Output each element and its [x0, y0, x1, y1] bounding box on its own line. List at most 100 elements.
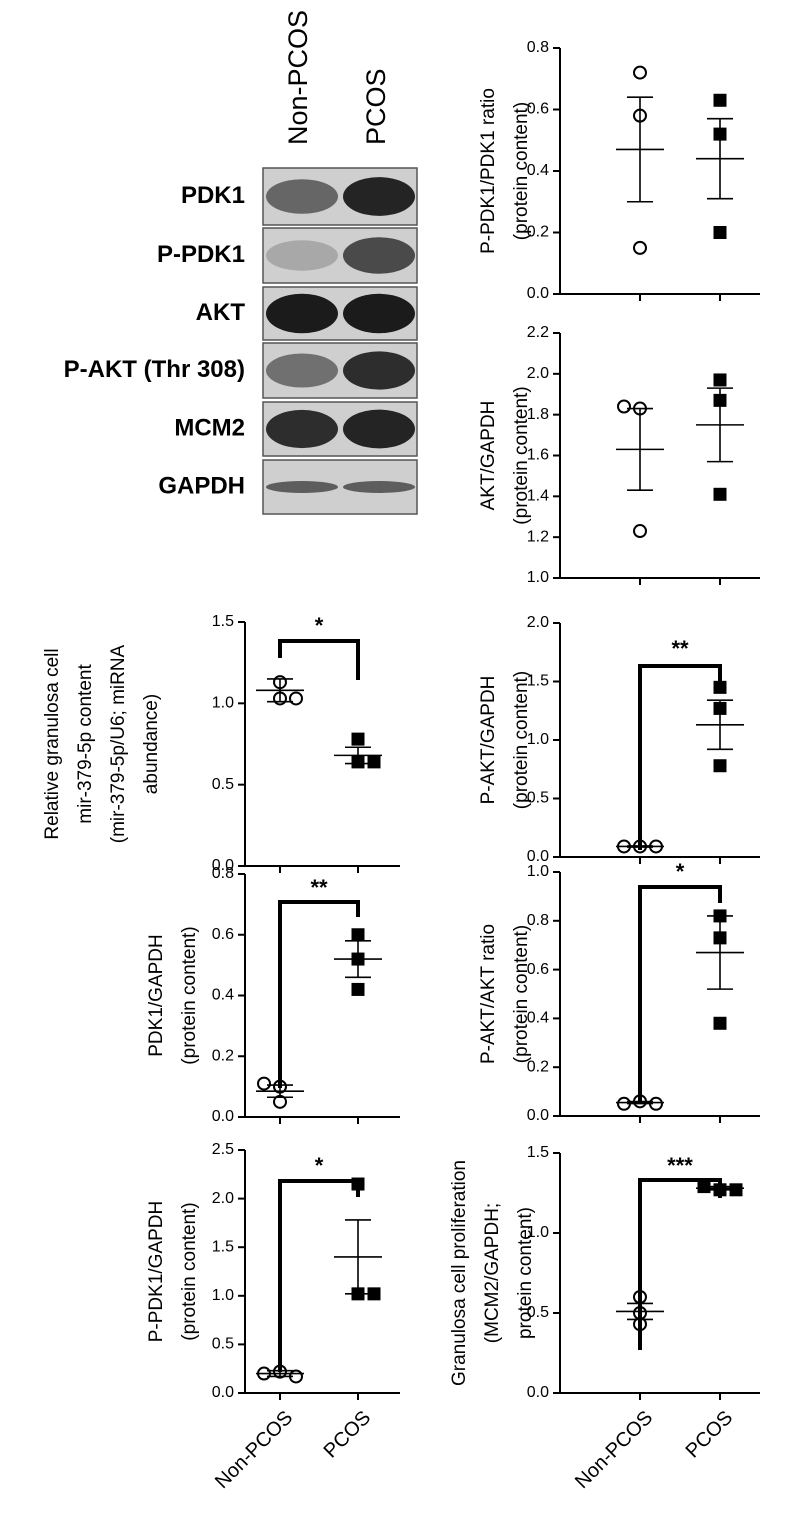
dot-plot: 0.0 0.5 1.0 1.5 2.0 P-AKT/GAPDH (protein conte…	[478, 614, 760, 865]
y-tick-label: 1.6	[527, 447, 549, 464]
y-axis-label: P-PDK1/PDK1 ratio	[478, 88, 499, 254]
y-axis-label: (protein content)	[511, 671, 532, 809]
data-point	[351, 928, 365, 942]
blot-band	[343, 293, 415, 334]
data-point	[713, 1016, 727, 1030]
y-tick-label: 0.4	[527, 1010, 549, 1027]
band-label: PDK1	[181, 182, 245, 209]
y-tick-label: 1.8	[527, 406, 549, 423]
y-axis-label: (protein content)	[511, 102, 532, 240]
y-axis-label: abundance)	[141, 694, 162, 794]
band-label: AKT	[196, 299, 246, 326]
error-bar	[345, 746, 371, 765]
y-axis-label: P-AKT/AKT ratio	[478, 924, 499, 1064]
data-point	[713, 226, 727, 239]
y-tick-label: 1.0	[527, 863, 549, 880]
y-axis-label: AKT/GAPDH	[478, 401, 499, 511]
significance-label: **	[671, 636, 689, 661]
dot-plot: 0.0 0.2 0.4 0.6 0.8 PDK1/GAPDH (protein conten…	[146, 865, 400, 1125]
y-tick-label: 0.0	[527, 1384, 549, 1401]
dot-plot: 0.0 0.2 0.4 0.6 0.8 1.0 P-AKT/AKT ratio (protei…	[478, 859, 760, 1124]
error-bar	[707, 387, 733, 463]
data-point	[633, 240, 647, 255]
y-axis-label: P-PDK1/GAPDH	[146, 1201, 167, 1342]
data-point	[617, 399, 631, 414]
y-tick-label: 0.6	[212, 926, 234, 943]
y-axis-label: Relative granulosa cell	[42, 648, 63, 839]
y-tick-label: 1.0	[212, 1287, 234, 1304]
significance-label: *	[315, 1153, 324, 1178]
data-point	[367, 755, 381, 769]
y-axis-label: (protein content)	[511, 386, 532, 524]
error-bar	[707, 699, 733, 751]
y-axis-label: (mir-379-5p/U6; miRNA	[108, 644, 129, 843]
data-point	[257, 1076, 271, 1091]
significance-label: ***	[667, 1153, 693, 1178]
y-tick-label: 2.2	[527, 324, 549, 341]
y-tick-label: 0.2	[527, 1058, 549, 1075]
western-blot: PDK1 P-PDK1 AKT P-AKT (Thr 308) MCM2 GAPDH Non…	[64, 10, 418, 516]
y-tick-label: 1.0	[527, 569, 549, 586]
y-tick-label: 0.4	[212, 987, 234, 1004]
y-tick-label: 0.0	[212, 1108, 234, 1125]
data-point	[713, 373, 727, 387]
blot-band	[266, 481, 338, 493]
y-tick-label: 2.0	[212, 1190, 234, 1207]
lane-label: PCOS	[361, 68, 391, 145]
y-tick-label: 1.5	[527, 673, 549, 690]
lane-label: Non-PCOS	[283, 10, 313, 145]
blot-band	[266, 409, 338, 449]
blot-band	[343, 481, 415, 493]
y-tick-label: 2.0	[527, 365, 549, 382]
y-tick-label: 1.0	[212, 695, 234, 712]
y-tick-label: 2.5	[212, 1141, 234, 1158]
y-tick-label: 0.2	[527, 224, 549, 241]
y-axis-label: (protein content)	[179, 1202, 200, 1340]
y-tick-label: 0.0	[527, 285, 549, 302]
y-tick-label: 1.4	[527, 488, 549, 505]
y-tick-label: 0.0	[527, 848, 549, 865]
dot-plot: 0.0 0.5 1.0 1.5 2.0 2.5 P-PDK1/GAPDH (protein c…	[146, 1141, 400, 1493]
y-axis-label: (protein content)	[511, 925, 532, 1063]
y-axis-label: P-AKT/GAPDH	[478, 676, 499, 805]
data-point	[713, 680, 727, 694]
y-axis-label: (protein content)	[179, 926, 200, 1064]
y-tick-label: 2.0	[527, 614, 549, 631]
band-label: GAPDH	[158, 472, 245, 499]
error-bar	[707, 117, 733, 200]
x-tick-label: PCOS	[682, 1407, 738, 1463]
x-tick-label: PCOS	[320, 1407, 376, 1463]
blot-band	[343, 177, 415, 216]
dot-plot: 0.0 0.5 1.0 1.5 Relative granulosa cell mir-3…	[42, 613, 400, 874]
band-label: P-PDK1	[157, 241, 245, 268]
blot-band	[343, 237, 415, 274]
error-bar	[627, 96, 653, 203]
dot-plot: 0.0 0.2 0.4 0.6 0.8 P-PDK1/PDK1 ratio (protein…	[478, 39, 760, 302]
data-point	[633, 524, 647, 539]
y-tick-label: 0.0	[527, 1107, 549, 1124]
y-axis-label: (MCM2/GAPDH;	[482, 1203, 503, 1343]
y-tick-label: 0.5	[527, 790, 549, 807]
y-tick-label: 0.5	[527, 1304, 549, 1321]
significance-bracket	[638, 885, 722, 1104]
y-tick-label: 1.5	[527, 1144, 549, 1161]
data-point	[713, 487, 727, 501]
significance-bracket	[638, 664, 722, 850]
y-tick-label: 0.5	[212, 776, 234, 793]
x-tick-label: Non-PCOS	[571, 1407, 657, 1493]
error-bar	[267, 678, 293, 703]
data-point	[633, 65, 647, 80]
x-tick-label: Non-PCOS	[211, 1407, 297, 1493]
y-tick-label: 0.0	[212, 1384, 234, 1401]
error-bar	[707, 915, 733, 990]
data-point	[351, 982, 365, 996]
y-axis-label: PDK1/GAPDH	[146, 934, 167, 1056]
y-tick-label: 0.0	[212, 857, 234, 874]
data-point	[713, 93, 727, 107]
y-axis-label: mir-379-5p content	[75, 664, 96, 824]
y-tick-label: 1.0	[527, 1224, 549, 1241]
dot-plot: 1.0 1.2 1.4 1.6 1.8 2.0 2.2 AKT/GAPDH (protein c…	[478, 324, 760, 586]
y-tick-label: 0.4	[527, 162, 549, 179]
y-tick-label: 1.5	[212, 1238, 234, 1255]
